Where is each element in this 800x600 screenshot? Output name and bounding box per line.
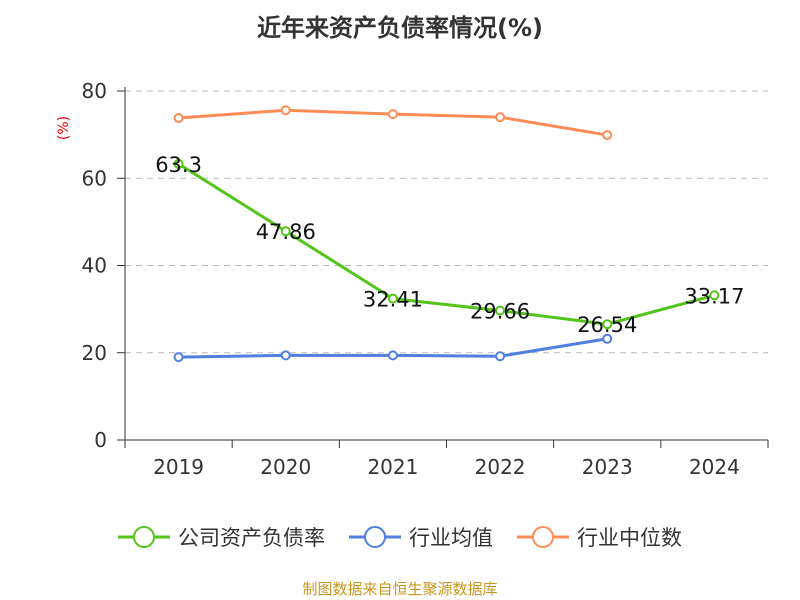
data-label: 29.66 bbox=[470, 300, 530, 324]
legend-label: 公司资产负债率 bbox=[178, 526, 325, 550]
legend-label: 行业均值 bbox=[409, 526, 493, 550]
y-axis-label: (%) bbox=[56, 116, 72, 140]
legend-marker-icon bbox=[517, 526, 569, 548]
legend-item[interactable]: 行业中位数 bbox=[517, 522, 682, 552]
data-point bbox=[709, 290, 720, 301]
chart-title: 近年来资产负债率情况(%) bbox=[257, 14, 543, 42]
y-tick-label: 40 bbox=[82, 254, 107, 278]
data-point bbox=[280, 226, 291, 237]
legend-item[interactable]: 公司资产负债率 bbox=[118, 522, 325, 552]
x-tick-label: 2022 bbox=[475, 455, 526, 479]
legend-label: 行业中位数 bbox=[577, 526, 682, 550]
legend-marker-icon bbox=[349, 526, 401, 548]
data-point bbox=[280, 350, 291, 361]
data-point bbox=[173, 352, 184, 363]
y-tick-label: 80 bbox=[82, 79, 107, 103]
data-label: 63.3 bbox=[155, 153, 202, 177]
data-point bbox=[280, 105, 291, 116]
x-tick-label: 2020 bbox=[260, 455, 311, 479]
data-point bbox=[387, 293, 398, 304]
data-point bbox=[602, 319, 613, 330]
data-label: 33.17 bbox=[684, 284, 744, 308]
y-tick-label: 60 bbox=[82, 166, 107, 190]
x-tick-label: 2023 bbox=[582, 455, 633, 479]
data-point bbox=[387, 109, 398, 120]
data-point bbox=[495, 305, 506, 316]
data-point bbox=[387, 350, 398, 361]
data-point bbox=[602, 333, 613, 344]
x-tick-label: 2021 bbox=[367, 455, 418, 479]
source-footer: 制图数据来自恒生聚源数据库 bbox=[302, 580, 498, 598]
y-tick-label: 20 bbox=[82, 341, 107, 365]
x-tick-label: 2019 bbox=[153, 455, 204, 479]
data-point bbox=[173, 158, 184, 169]
data-point bbox=[602, 130, 613, 141]
legend-item[interactable]: 行业均值 bbox=[349, 522, 493, 552]
y-tick-label: 0 bbox=[94, 428, 107, 452]
data-point bbox=[495, 351, 506, 362]
chart-legend: 公司资产负债率 行业均值 行业中位数 bbox=[0, 522, 800, 552]
legend-marker-icon bbox=[118, 526, 170, 548]
data-label: 47.86 bbox=[256, 220, 316, 244]
x-tick-label: 2024 bbox=[689, 455, 740, 479]
series-line bbox=[177, 162, 715, 326]
data-label: 26.54 bbox=[577, 313, 637, 337]
data-point bbox=[495, 112, 506, 123]
data-label: 32.41 bbox=[363, 288, 423, 312]
data-point bbox=[173, 113, 184, 124]
